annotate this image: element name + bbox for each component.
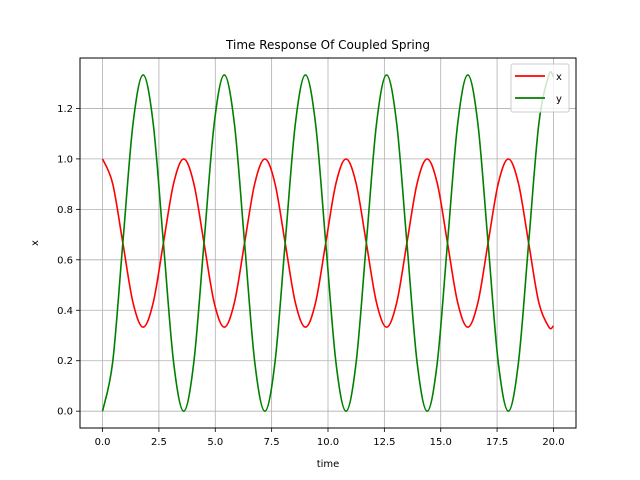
x-tick-label: 0.0 <box>95 437 111 448</box>
y-tick-label: 1.2 <box>57 104 73 115</box>
x-axis-label: time <box>317 459 340 470</box>
x-tick-label: 12.5 <box>373 437 395 448</box>
legend: x y <box>510 63 570 113</box>
legend-label-x: x <box>556 72 562 83</box>
series-line-x <box>101 158 554 330</box>
y-axis-label: x <box>30 240 41 246</box>
y-tick-label: 0.4 <box>57 306 73 317</box>
y-tick-label: 0.6 <box>57 255 73 266</box>
series-line-y <box>101 71 555 412</box>
x-tick-label: 17.5 <box>486 437 508 448</box>
y-tick-label: 0.8 <box>57 205 73 216</box>
x-tick-label: 20.0 <box>542 437 564 448</box>
chart-title: Time Response Of Coupled Spring <box>225 38 430 52</box>
x-axis-ticks: 0.0 2.5 5.0 7.5 10.0 12.5 15.0 17.5 20.0 <box>95 428 565 448</box>
y-axis-ticks: 0.0 0.2 0.4 0.6 0.8 1.0 1.2 <box>57 104 80 418</box>
y-tick-label: 0.0 <box>57 407 73 418</box>
y-tick-label: 0.2 <box>57 356 73 367</box>
x-tick-label: 7.5 <box>264 437 280 448</box>
x-tick-label: 10.0 <box>317 437 339 448</box>
series-layer <box>101 71 555 412</box>
x-tick-label: 2.5 <box>151 437 167 448</box>
x-tick-label: 15.0 <box>430 437 452 448</box>
x-tick-label: 5.0 <box>207 437 223 448</box>
legend-label-y: y <box>556 94 562 105</box>
y-tick-label: 1.0 <box>57 154 73 165</box>
